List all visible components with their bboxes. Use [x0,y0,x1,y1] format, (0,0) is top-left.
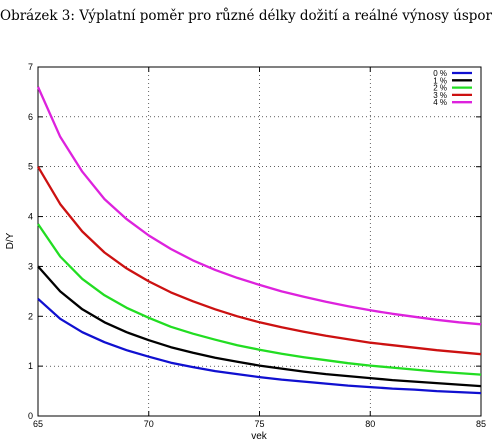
x-tick-label: 65 [33,419,43,429]
grid [38,67,481,416]
x-tick-label: 70 [144,419,154,429]
axis-ticks: 0 1 2 3 4 5 6 7 65 70 75 80 85 [28,62,486,429]
y-tick-label: 3 [28,261,33,271]
y-tick-label: 2 [28,311,33,321]
legend-label: 4 % [433,98,447,107]
series-line-4 [36,86,482,326]
x-axis-label: vek [251,431,268,441]
y-tick-label: 7 [28,62,33,72]
x-tick-label: 85 [476,419,486,429]
legend-label: 1 % [433,76,447,85]
x-tick-label: 80 [365,419,375,429]
legend-label: 2 % [433,84,447,93]
y-tick-label: 5 [28,162,33,172]
y-tick-label: 4 [28,212,33,222]
figure-caption: Obrázek 3: Výplatní poměr pro různé délk… [0,8,493,24]
legend: 0 %1 %2 %3 %4 % [433,69,472,107]
legend-label: 0 % [433,69,447,78]
series-line-0 [37,297,482,395]
x-tick-label: 75 [254,419,264,429]
series-group [36,86,482,395]
series-line-3 [37,166,482,356]
legend-label: 3 % [433,91,447,100]
y-tick-label: 6 [28,112,33,122]
y-tick-label: 1 [28,361,33,371]
series-line-2 [37,223,482,376]
y-axis-label: D/Y [5,232,16,249]
y-tick-label: 0 [28,411,33,421]
series-line-1 [37,265,482,388]
